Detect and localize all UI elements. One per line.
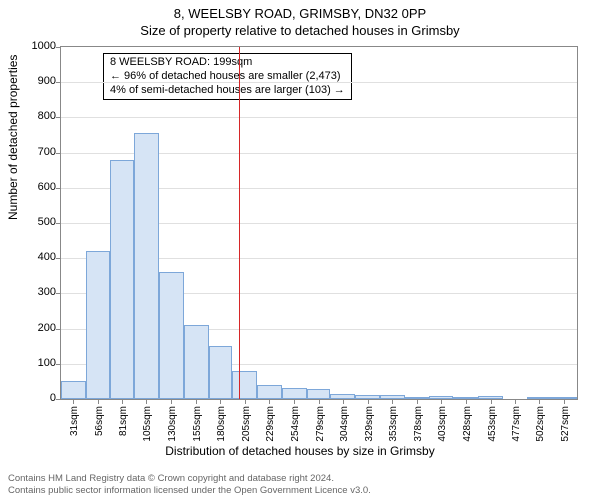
plot-area: 8 WEELSBY ROAD: 199sqm ← 96% of detached… [60, 46, 578, 400]
histogram-bar [257, 385, 282, 399]
histogram-bar [307, 389, 331, 399]
histogram-bar [232, 371, 257, 399]
xtick-label: 155sqm [192, 406, 203, 442]
ytick-label: 0 [16, 392, 56, 404]
annotation-line1: 8 WEELSBY ROAD: 199sqm [110, 56, 345, 70]
x-axis-label: Distribution of detached houses by size … [0, 444, 600, 458]
ytick-label: 800 [16, 110, 56, 122]
chart-container: 8, WEELSBY ROAD, GRIMSBY, DN32 0PP Size … [0, 0, 600, 500]
histogram-bar [61, 381, 86, 399]
xtick-label: 428sqm [462, 406, 473, 442]
xtick-label: 477sqm [511, 406, 522, 442]
ytick-label: 100 [16, 357, 56, 369]
xtick-label: 180sqm [216, 406, 227, 442]
ytick-label: 900 [16, 75, 56, 87]
histogram-bar [184, 325, 209, 399]
xtick-label: 502sqm [535, 406, 546, 442]
ytick-label: 1000 [16, 40, 56, 52]
xtick-label: 304sqm [339, 406, 350, 442]
xtick-label: 329sqm [364, 406, 375, 442]
footer-line1: Contains HM Land Registry data © Crown c… [8, 473, 371, 484]
histogram-bar [134, 133, 159, 399]
annotation-box: 8 WEELSBY ROAD: 199sqm ← 96% of detached… [103, 53, 352, 100]
ytick-label: 400 [16, 251, 56, 263]
gridline [61, 82, 577, 83]
xtick-label: 205sqm [241, 406, 252, 442]
ytick-label: 600 [16, 181, 56, 193]
footer-line2: Contains public sector information licen… [8, 485, 371, 496]
histogram-bar [86, 251, 110, 399]
xtick-label: 56sqm [94, 406, 105, 436]
xtick-label: 279sqm [315, 406, 326, 442]
address-title: 8, WEELSBY ROAD, GRIMSBY, DN32 0PP [0, 0, 600, 21]
xtick-label: 453sqm [487, 406, 498, 442]
xtick-label: 229sqm [265, 406, 276, 442]
xtick-label: 254sqm [290, 406, 301, 442]
xtick-label: 353sqm [388, 406, 399, 442]
ytick-label: 200 [16, 322, 56, 334]
ytick-label: 500 [16, 216, 56, 228]
marker-line [239, 47, 240, 399]
xtick-label: 105sqm [142, 406, 153, 442]
xtick-label: 31sqm [69, 406, 80, 436]
xtick-label: 527sqm [560, 406, 571, 442]
annotation-line3: 4% of semi-detached houses are larger (1… [110, 84, 345, 98]
xtick-label: 81sqm [118, 406, 129, 436]
histogram-bar [282, 388, 307, 399]
gridline [61, 117, 577, 118]
ytick-label: 300 [16, 286, 56, 298]
histogram-bar [209, 346, 233, 399]
xtick-label: 403sqm [437, 406, 448, 442]
footer-attribution: Contains HM Land Registry data © Crown c… [8, 473, 371, 496]
xtick-label: 130sqm [167, 406, 178, 442]
xtick-label: 378sqm [413, 406, 424, 442]
histogram-bar [110, 160, 135, 399]
ytick-label: 700 [16, 146, 56, 158]
histogram-bar [159, 272, 184, 399]
subtitle: Size of property relative to detached ho… [0, 21, 600, 38]
